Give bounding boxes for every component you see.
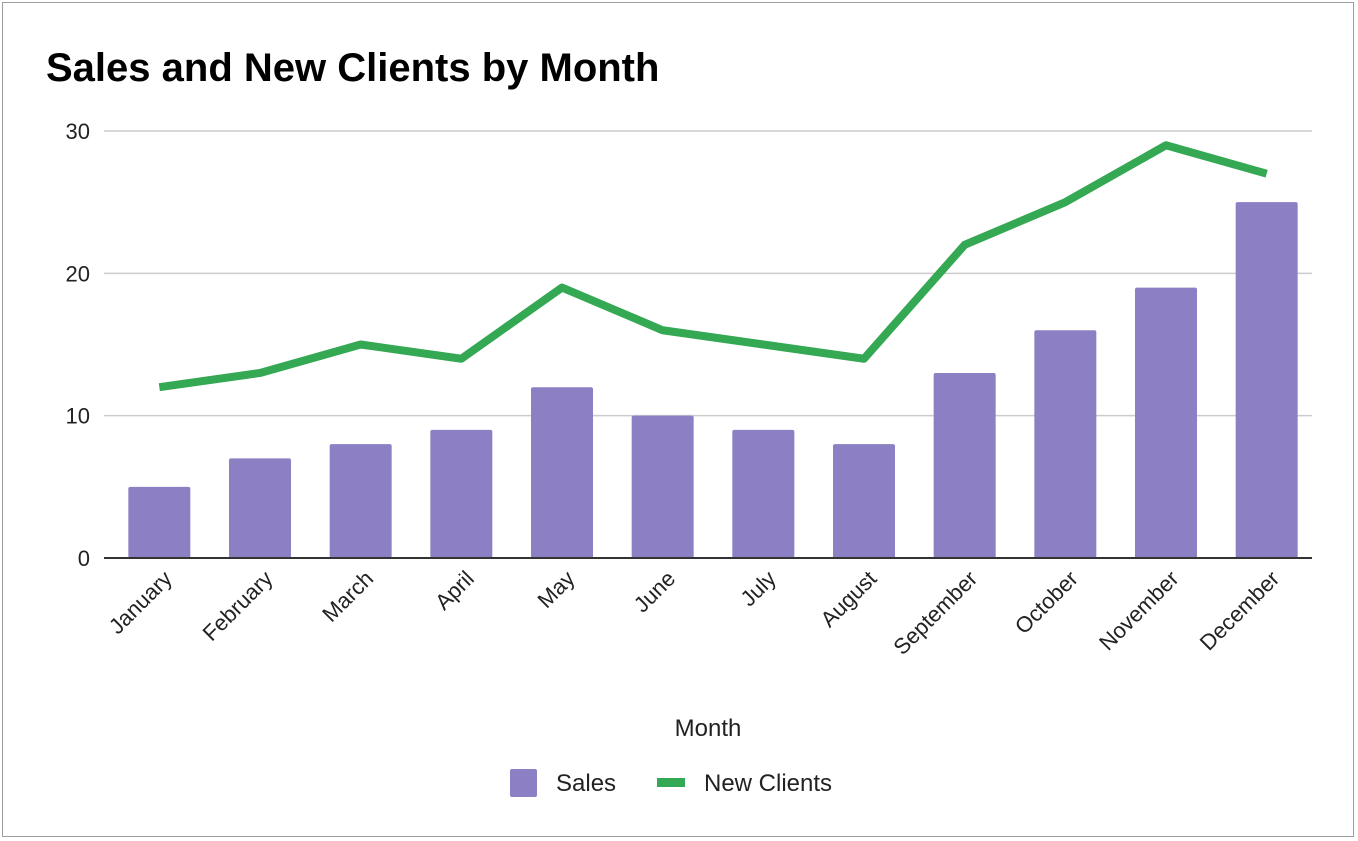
x-tick-label: July (736, 566, 781, 611)
legend-new-clients-swatch (657, 778, 685, 787)
new-clients-line (158, 141, 1268, 392)
bar-february (229, 458, 291, 558)
gridlines (104, 130, 1312, 417)
x-tick-label: January (104, 566, 177, 639)
chart-title: Sales and New Clients by Month (46, 46, 659, 90)
bar-november (1135, 287, 1197, 558)
bar-june (631, 415, 694, 558)
y-tick-label: 10 (66, 404, 90, 429)
x-tick-label: December (1195, 566, 1284, 655)
x-axis-ticks: January February March April May June July Augu… (104, 566, 1284, 660)
line-series (158, 141, 1268, 392)
x-tick-label: August (815, 566, 881, 632)
x-tick-label: February (198, 566, 278, 646)
x-tick-label: May (532, 566, 579, 613)
legend-sales-label: Sales (556, 770, 616, 797)
y-tick-label: 30 (66, 119, 90, 144)
legend-new-clients-label: New Clients (704, 770, 832, 797)
x-tick-label: March (317, 566, 378, 627)
x-tick-label: October (1010, 566, 1083, 639)
x-tick-label: June (629, 566, 680, 617)
bar-january (128, 486, 191, 558)
x-tick-label: September (888, 566, 982, 660)
x-tick-label: November (1094, 566, 1183, 655)
x-tick-label: April (430, 566, 479, 615)
bar-july (732, 429, 795, 558)
legend-sales-swatch (510, 769, 537, 797)
y-axis-ticks: 0 10 20 30 (66, 119, 90, 571)
bar-september (933, 372, 996, 558)
bar-december (1235, 202, 1298, 558)
x-axis-title: Month (675, 715, 742, 742)
bars (128, 202, 1298, 558)
bar-march (329, 444, 392, 558)
bar-october (1034, 330, 1097, 558)
y-tick-label: 20 (66, 261, 90, 286)
legend: Sales New Clients (510, 769, 832, 797)
bar-april (430, 429, 493, 558)
bar-august (833, 444, 895, 558)
y-tick-label: 0 (78, 546, 90, 571)
bar-may (531, 387, 593, 558)
